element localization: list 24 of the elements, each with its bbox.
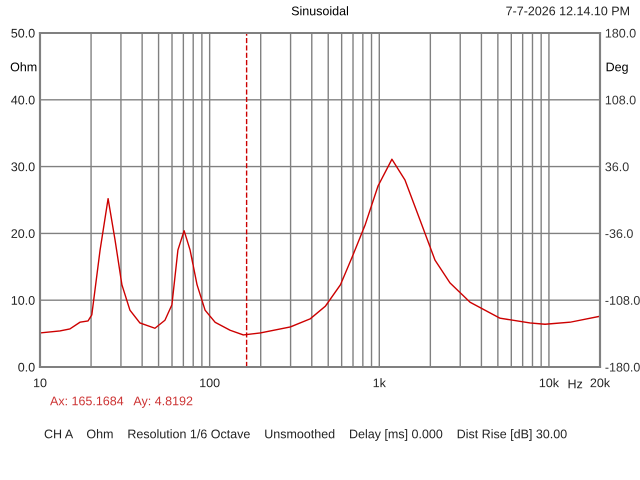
chart-title: Sinusoidal <box>292 6 348 16</box>
x-axis-title: Hz <box>568 380 582 388</box>
y-tick-label: 40.0 <box>11 96 35 104</box>
y-tick-label: 20.0 <box>11 229 35 238</box>
x-tick-label: 20k <box>590 378 610 388</box>
y2-tick-label: 36.0 <box>605 162 629 172</box>
y2-tick-label: 108.0 <box>606 96 636 104</box>
y2-tick-label: -36.0 <box>605 229 633 238</box>
y-axis-title: Ohm <box>10 62 36 72</box>
y2-tick-label: -108.0 <box>605 296 640 305</box>
y2-tick-label: 180.0 <box>606 28 636 38</box>
text: CH A Ohm Resolution 1/6 Octave Unsmoothed Delay [ms] 0.000 Dist Rise [dB] 30.00 <box>44 429 567 441</box>
x-tick-label: 100 <box>200 378 220 388</box>
y2-tick-label: -180.0 <box>605 362 640 372</box>
y-tick-label: 50.0 <box>11 28 35 38</box>
x-tick-label: 1k <box>374 378 386 388</box>
x-tick-label: 10k <box>540 378 560 388</box>
y-tick-label: 0.0 <box>18 362 35 372</box>
text: 7-7-2026 12.14.10 PM <box>506 6 629 16</box>
y2-axis-title: Deg <box>606 62 628 74</box>
y-tick-label: 10.0 <box>12 296 35 305</box>
text: Ax: 165.1684 Ay: 4.8192 <box>50 396 192 408</box>
x-tick-label: 10 <box>34 378 46 388</box>
y-tick-label: 30.0 <box>11 162 35 172</box>
